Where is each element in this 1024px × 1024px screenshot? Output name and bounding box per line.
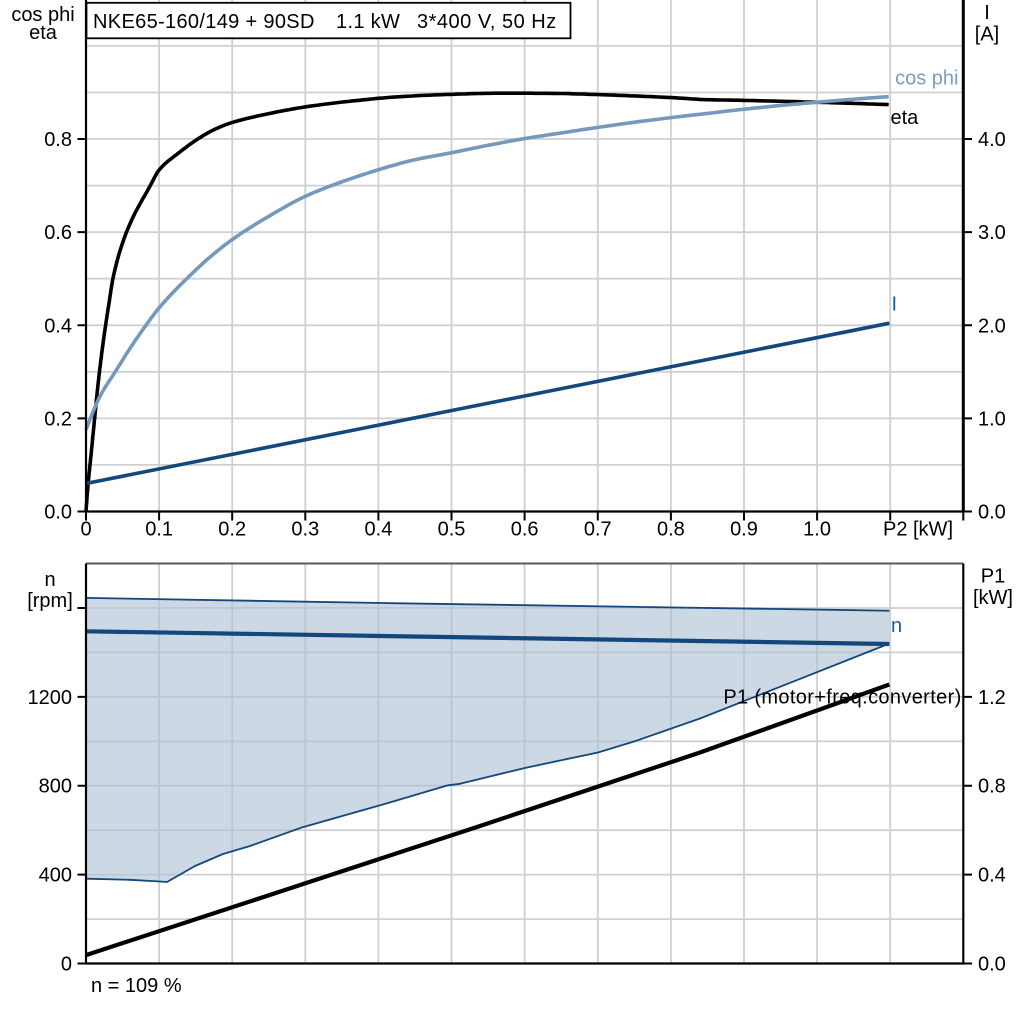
svg-text:3*400 V, 50 Hz: 3*400 V, 50 Hz: [417, 11, 557, 33]
svg-text:0.2: 0.2: [44, 408, 72, 430]
svg-text:0.8: 0.8: [44, 129, 72, 151]
svg-text:cos phi: cos phi: [11, 4, 74, 26]
svg-text:cos phi: cos phi: [895, 68, 958, 90]
svg-text:I: I: [892, 294, 898, 316]
svg-text:0.1: 0.1: [145, 519, 173, 541]
svg-text:1.0: 1.0: [978, 408, 1006, 430]
svg-text:1.2: 1.2: [978, 687, 1006, 709]
svg-text:[rpm]: [rpm]: [27, 590, 73, 612]
svg-text:0.4: 0.4: [44, 315, 72, 337]
svg-text:P1: P1: [981, 566, 1005, 588]
svg-text:0.5: 0.5: [438, 519, 466, 541]
svg-text:2.0: 2.0: [978, 315, 1006, 337]
svg-text:0.0: 0.0: [978, 502, 1006, 524]
svg-text:[A]: [A]: [975, 24, 999, 46]
svg-text:1200: 1200: [28, 687, 73, 709]
svg-text:0.7: 0.7: [584, 519, 612, 541]
svg-text:0.2: 0.2: [218, 519, 246, 541]
svg-text:eta: eta: [891, 107, 920, 129]
svg-text:n: n: [891, 615, 902, 637]
svg-text:3.0: 3.0: [978, 222, 1006, 244]
svg-text:P1 (motor+freq.converter): P1 (motor+freq.converter): [723, 687, 961, 709]
svg-text:0.3: 0.3: [291, 519, 319, 541]
svg-text:0: 0: [80, 519, 91, 541]
svg-text:n: n: [44, 569, 55, 591]
svg-text:400: 400: [39, 865, 72, 887]
svg-text:1.0: 1.0: [803, 519, 831, 541]
svg-text:[kW]: [kW]: [973, 587, 1013, 609]
svg-text:I: I: [984, 2, 990, 24]
svg-text:0.6: 0.6: [44, 222, 72, 244]
svg-text:0.9: 0.9: [730, 519, 758, 541]
svg-text:eta: eta: [29, 22, 58, 44]
svg-text:0: 0: [61, 954, 72, 976]
svg-text:P2 [kW]: P2 [kW]: [883, 519, 953, 541]
svg-text:NKE65-160/149 + 90SD: NKE65-160/149 + 90SD: [93, 11, 315, 33]
svg-text:0.4: 0.4: [978, 865, 1006, 887]
svg-text:4.0: 4.0: [978, 129, 1006, 151]
svg-text:0.0: 0.0: [44, 502, 72, 524]
svg-text:0.4: 0.4: [365, 519, 393, 541]
svg-text:0.6: 0.6: [511, 519, 539, 541]
svg-text:0.8: 0.8: [657, 519, 685, 541]
svg-text:1.1 kW: 1.1 kW: [336, 11, 400, 33]
svg-text:0.0: 0.0: [978, 954, 1006, 976]
svg-text:0.8: 0.8: [978, 776, 1006, 798]
svg-text:n = 109 %: n = 109 %: [91, 975, 182, 997]
svg-text:800: 800: [39, 776, 72, 798]
